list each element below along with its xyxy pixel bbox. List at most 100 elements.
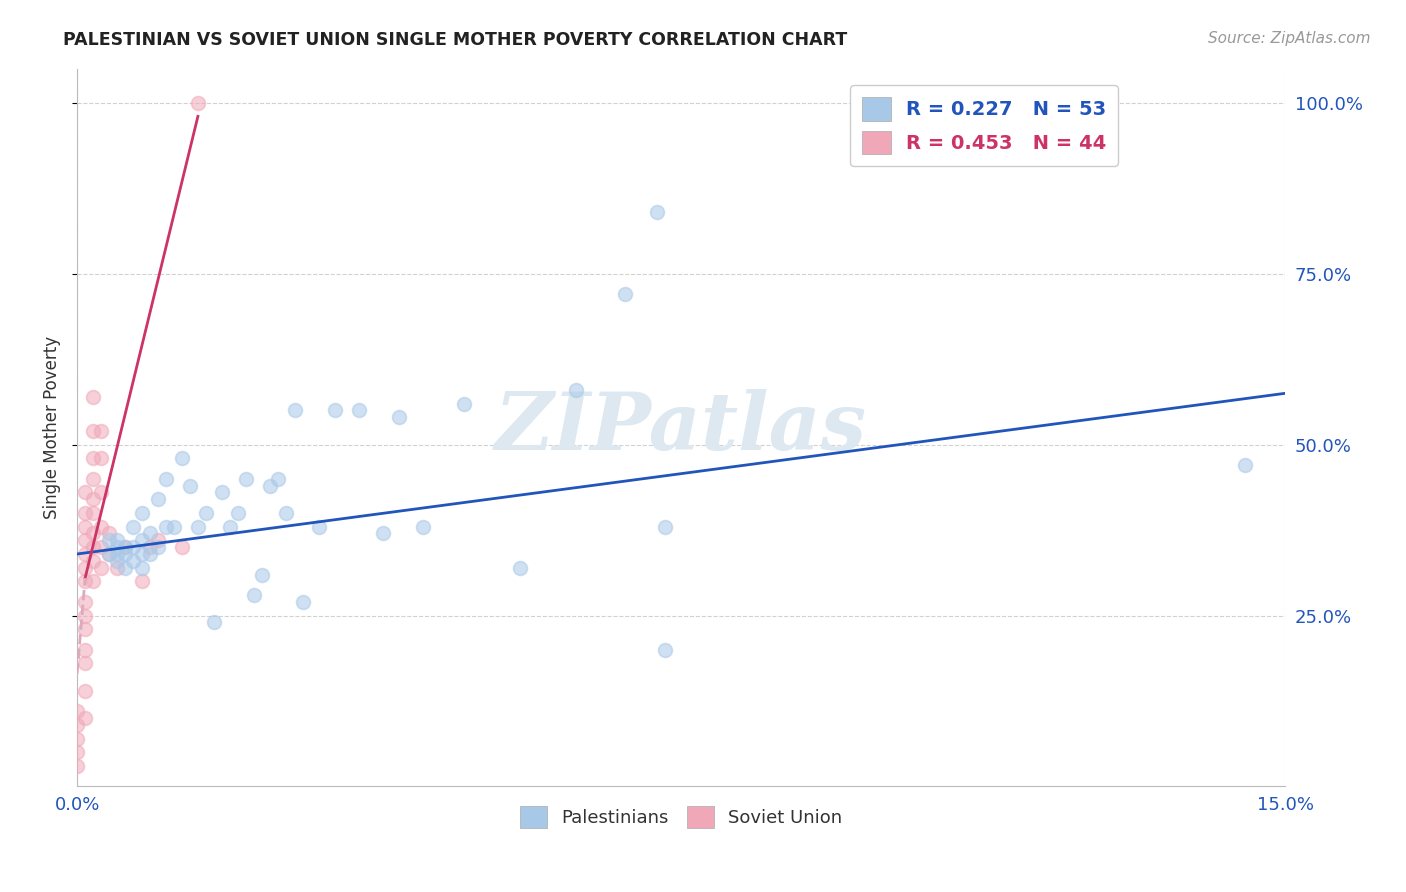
Point <box>291 595 314 609</box>
Point <box>75 506 97 520</box>
Point <box>243 588 266 602</box>
Point <box>75 608 97 623</box>
Point <box>75 574 97 589</box>
Point <box>82 540 104 554</box>
Text: ZIPatlas: ZIPatlas <box>495 389 868 467</box>
Point <box>90 424 112 438</box>
Point <box>347 403 370 417</box>
Point <box>645 205 668 219</box>
Point <box>211 485 233 500</box>
Point <box>82 574 104 589</box>
Point <box>75 533 97 548</box>
Point <box>654 642 676 657</box>
Point <box>235 472 257 486</box>
Point <box>75 547 97 561</box>
Point <box>323 403 346 417</box>
Point <box>75 622 97 636</box>
Point <box>283 403 305 417</box>
Point <box>82 451 104 466</box>
Point <box>146 533 169 548</box>
Point <box>252 567 274 582</box>
Point <box>122 554 145 568</box>
Point <box>90 540 112 554</box>
Point <box>163 519 186 533</box>
Point <box>131 506 153 520</box>
Point <box>194 506 217 520</box>
Point <box>114 547 136 561</box>
Point <box>105 554 128 568</box>
Point <box>187 95 209 110</box>
Point <box>75 560 97 574</box>
Point <box>105 533 128 548</box>
Point <box>267 472 290 486</box>
Point <box>146 540 169 554</box>
Point <box>75 485 97 500</box>
Point <box>308 519 330 533</box>
Point <box>82 472 104 486</box>
Point <box>155 519 177 533</box>
Point <box>114 540 136 554</box>
Point <box>259 478 281 492</box>
Point <box>90 485 112 500</box>
Legend: Palestinians, Soviet Union: Palestinians, Soviet Union <box>513 798 849 835</box>
Point <box>75 657 97 671</box>
Point <box>75 595 97 609</box>
Point <box>202 615 225 630</box>
Point <box>105 560 128 574</box>
Point <box>122 540 145 554</box>
Point <box>105 540 128 554</box>
Point <box>66 745 89 759</box>
Point <box>146 492 169 507</box>
Point <box>565 383 588 397</box>
Point <box>1233 458 1256 472</box>
Point <box>105 547 128 561</box>
Point <box>613 287 636 301</box>
Point <box>138 526 160 541</box>
Point <box>66 731 89 746</box>
Point <box>98 526 121 541</box>
Point <box>131 560 153 574</box>
Point <box>155 472 177 486</box>
Point <box>131 533 153 548</box>
Point <box>90 560 112 574</box>
Point <box>75 642 97 657</box>
Point <box>138 540 160 554</box>
Point <box>98 547 121 561</box>
Point <box>654 519 676 533</box>
Point <box>114 560 136 574</box>
Point <box>82 424 104 438</box>
Point <box>373 526 395 541</box>
Point <box>90 519 112 533</box>
Point <box>509 560 531 574</box>
Point <box>219 519 242 533</box>
Point <box>179 478 201 492</box>
Point <box>412 519 434 533</box>
Point <box>75 683 97 698</box>
Point <box>82 506 104 520</box>
Point <box>66 704 89 718</box>
Point <box>98 547 121 561</box>
Point <box>453 396 475 410</box>
Point <box>82 390 104 404</box>
Point <box>66 759 89 773</box>
Point <box>98 533 121 548</box>
Point <box>131 574 153 589</box>
Point <box>170 451 193 466</box>
Point <box>66 718 89 732</box>
Point <box>388 410 411 425</box>
Point <box>82 492 104 507</box>
Point <box>82 554 104 568</box>
Point <box>131 547 153 561</box>
Point <box>75 711 97 725</box>
Point <box>226 506 249 520</box>
Point <box>170 540 193 554</box>
Point <box>276 506 298 520</box>
Y-axis label: Single Mother Poverty: Single Mother Poverty <box>44 336 60 519</box>
Text: PALESTINIAN VS SOVIET UNION SINGLE MOTHER POVERTY CORRELATION CHART: PALESTINIAN VS SOVIET UNION SINGLE MOTHE… <box>63 31 848 49</box>
Point <box>138 547 160 561</box>
Point <box>187 519 209 533</box>
Point <box>75 519 97 533</box>
Point <box>114 540 136 554</box>
Point <box>122 519 145 533</box>
Text: Source: ZipAtlas.com: Source: ZipAtlas.com <box>1208 31 1371 46</box>
